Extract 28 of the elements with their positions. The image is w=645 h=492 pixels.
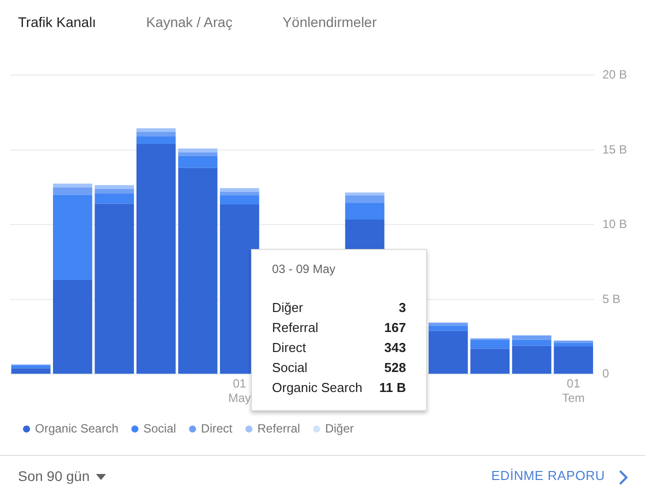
y-tick-label: 5 B bbox=[602, 292, 620, 306]
text: Referral bbox=[272, 320, 318, 335]
y-tick-label: 10 B bbox=[602, 217, 627, 232]
chart-title: Trafik Kanalı bbox=[18, 14, 96, 30]
legend-label: Referral bbox=[257, 421, 300, 436]
text: Yönlendirmeler bbox=[282, 14, 377, 30]
x-tick-label: 01 May bbox=[228, 376, 251, 406]
text: Diğer bbox=[272, 300, 304, 315]
text: Social bbox=[272, 360, 308, 375]
annotation: 3 bbox=[398, 299, 406, 317]
legend-label: Organic Search bbox=[35, 421, 118, 436]
text: Organic Search bbox=[272, 380, 362, 395]
text: EDİNME RAPORU bbox=[491, 468, 605, 483]
text: Kaynak / Araç bbox=[146, 14, 232, 30]
annotation: 528 bbox=[384, 359, 406, 377]
y-tick-label: 15 B bbox=[602, 142, 627, 156]
legend-label: Social bbox=[143, 421, 176, 436]
x-tick-label: 01 Tem bbox=[562, 376, 585, 406]
legend-label: Direct bbox=[201, 421, 234, 436]
y-tick-label: 0 bbox=[602, 366, 610, 381]
y-tick-label: 20 B bbox=[602, 68, 627, 82]
annotation: 343 bbox=[384, 339, 406, 357]
legend-label: Diğer bbox=[325, 421, 354, 436]
annotation: 03 - 09 May bbox=[272, 262, 336, 276]
annotation: 167 bbox=[384, 319, 406, 337]
text: Direct bbox=[272, 340, 306, 355]
text: Son 90 gün bbox=[18, 468, 91, 484]
text: 11 B bbox=[379, 379, 406, 397]
